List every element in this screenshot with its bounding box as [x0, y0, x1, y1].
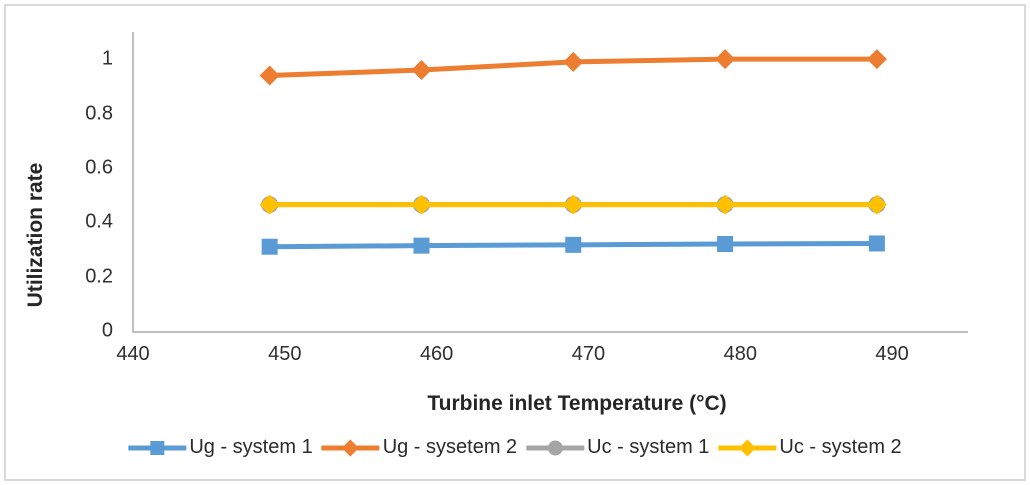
y-tick-label: 0.4 — [85, 210, 113, 233]
diamond-marker — [563, 194, 584, 215]
y-tick-label: 0.8 — [85, 102, 113, 125]
square-marker — [565, 236, 582, 253]
x-tick-label: 450 — [268, 343, 302, 365]
diamond-marker — [738, 439, 756, 456]
y-tick-label: 0.2 — [85, 265, 113, 288]
legend-swatch — [128, 440, 187, 455]
x-tick-label: 440 — [116, 343, 150, 365]
diamond-marker — [866, 49, 887, 70]
x-tick-label: 470 — [571, 343, 606, 365]
y-tick-label: 0 — [101, 319, 113, 342]
circle-marker — [547, 440, 563, 455]
legend: Ug - system 1 Ug - sysetem 2 Uc - system 1… — [128, 436, 902, 459]
legend-swatch — [321, 439, 380, 456]
diamond-marker — [342, 439, 360, 456]
legend-item: Ug - system 1 — [128, 436, 313, 459]
diamond-marker — [715, 194, 736, 215]
square-marker — [150, 440, 165, 455]
series-ug---system-1 — [261, 235, 885, 255]
legend-item: Ug - sysetem 2 — [321, 436, 518, 459]
x-axis-title: Turbine inlet Temperature (°C) — [427, 392, 727, 415]
legend-label: Uc - system 2 — [779, 436, 902, 458]
square-marker — [261, 238, 278, 255]
legend-label: Ug - sysetem 2 — [382, 436, 518, 458]
x-tick-label: 480 — [723, 343, 757, 365]
legend-item: Uc - system 1 — [526, 436, 709, 459]
legend-label: Ug - system 1 — [189, 436, 313, 458]
diamond-marker — [866, 194, 887, 215]
square-marker — [717, 236, 734, 253]
series-ug---sysetem-2 — [259, 49, 887, 86]
square-marker — [868, 235, 885, 252]
y-tick-label: 1 — [101, 47, 113, 70]
x-tick-label: 460 — [419, 343, 454, 365]
legend-label: Uc - system 1 — [587, 436, 710, 458]
series-uc---system-2 — [259, 194, 887, 215]
square-marker — [413, 237, 430, 254]
legend-swatch — [526, 440, 585, 455]
diamond-marker — [411, 60, 432, 81]
diamond-marker — [259, 65, 280, 86]
x-tick-label: 490 — [875, 343, 909, 365]
y-tick-label: 0.6 — [85, 156, 113, 179]
diamond-marker — [563, 51, 584, 72]
legend-swatch — [718, 439, 777, 456]
diamond-marker — [411, 194, 432, 215]
diamond-marker — [259, 194, 280, 215]
diamond-marker — [715, 49, 736, 70]
legend-item: Uc - system 2 — [718, 436, 902, 459]
